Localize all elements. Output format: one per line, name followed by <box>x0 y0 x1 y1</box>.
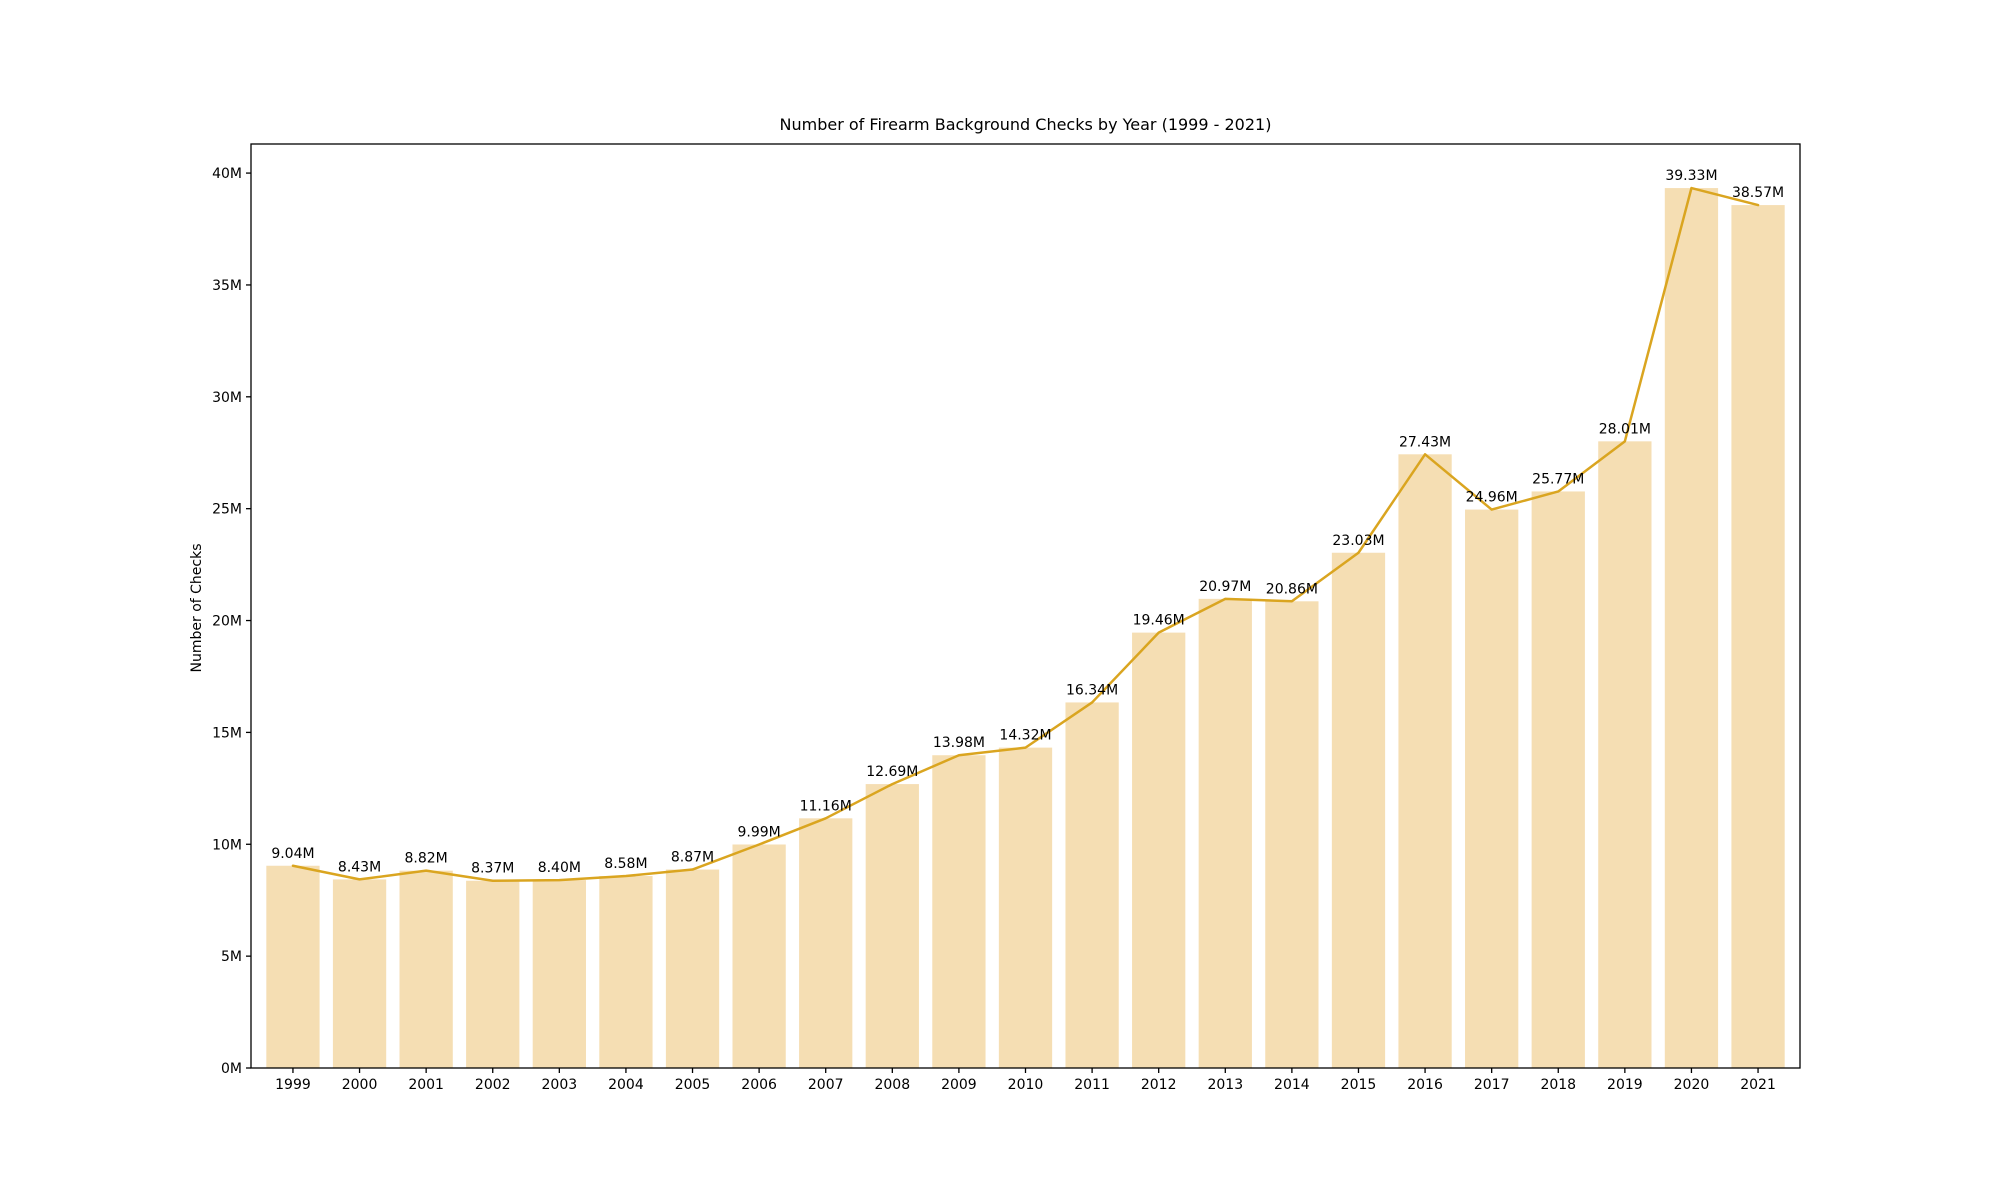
x-tick-label-1999: 1999 <box>275 1077 311 1093</box>
x-tick-label-2013: 2013 <box>1207 1077 1243 1093</box>
value-label-2012: 19.46M <box>1133 613 1185 629</box>
value-label-2008: 12.69M <box>866 764 918 780</box>
bar-2000 <box>332 879 387 1068</box>
value-label-2006: 9.99M <box>737 824 780 840</box>
value-label-2003: 8.40M <box>538 860 581 876</box>
x-tick-label-2007: 2007 <box>808 1077 844 1093</box>
bar-2016 <box>1398 454 1452 1068</box>
y-tick-label-0M: 0M <box>221 1061 242 1077</box>
bar-2011 <box>1065 702 1119 1068</box>
chart-title: Number of Firearm Background Checks by Y… <box>779 115 1272 134</box>
x-tick-label-2009: 2009 <box>941 1077 977 1093</box>
x-tick-label-2018: 2018 <box>1540 1077 1576 1093</box>
bar-2002 <box>466 880 520 1068</box>
bar-2012 <box>1132 632 1186 1068</box>
value-label-2015: 23.03M <box>1332 533 1384 549</box>
value-label-2020: 39.33M <box>1665 168 1717 184</box>
x-tick-label-2000: 2000 <box>342 1077 378 1093</box>
value-label-2019: 28.01M <box>1599 421 1651 437</box>
bar-2014 <box>1265 601 1319 1068</box>
bar-2004 <box>599 876 653 1068</box>
x-tick-label-2011: 2011 <box>1074 1077 1110 1093</box>
bar-2001 <box>399 870 453 1068</box>
x-tick-label-2012: 2012 <box>1141 1077 1177 1093</box>
value-label-2004: 8.58M <box>604 856 647 872</box>
value-label-2021: 38.57M <box>1732 185 1784 201</box>
plot-border <box>250 143 1801 1069</box>
value-label-2001: 8.82M <box>405 851 448 867</box>
x-tick-label-2004: 2004 <box>608 1077 644 1093</box>
value-label-2013: 20.97M <box>1199 579 1251 595</box>
x-tick-label-2015: 2015 <box>1341 1077 1377 1093</box>
x-tick-label-2006: 2006 <box>741 1077 777 1093</box>
trend-line <box>291 186 1760 882</box>
bar-2008 <box>865 784 919 1068</box>
bar-2003 <box>532 880 586 1068</box>
y-tick-label-15M: 15M <box>212 725 242 741</box>
bar-2018 <box>1531 491 1585 1068</box>
value-label-2014: 20.86M <box>1266 581 1318 597</box>
x-tick-label-2001: 2001 <box>408 1077 444 1093</box>
x-tick-label-2008: 2008 <box>874 1077 910 1093</box>
x-tick-label-2010: 2010 <box>1008 1077 1044 1093</box>
value-label-2018: 25.77M <box>1532 471 1584 487</box>
x-tick-label-2003: 2003 <box>542 1077 578 1093</box>
x-tick-label-2005: 2005 <box>675 1077 711 1093</box>
value-label-2016: 27.43M <box>1399 434 1451 450</box>
value-label-2002: 8.37M <box>471 861 514 877</box>
y-tick-label-5M: 5M <box>221 949 242 965</box>
x-tick-label-2014: 2014 <box>1274 1077 1310 1093</box>
bar-2017 <box>1465 509 1519 1068</box>
y-tick-label-25M: 25M <box>212 502 242 518</box>
value-label-2000: 8.43M <box>338 859 381 875</box>
value-label-2009: 13.98M <box>933 735 985 751</box>
value-label-2005: 8.87M <box>671 850 714 866</box>
x-tick-label-2016: 2016 <box>1407 1077 1443 1093</box>
y-tick-label-40M: 40M <box>212 166 242 182</box>
x-tick-label-2017: 2017 <box>1474 1077 1510 1093</box>
x-tick-label-2002: 2002 <box>475 1077 511 1093</box>
bar-2019 <box>1598 441 1652 1069</box>
bar-1999 <box>266 865 320 1068</box>
value-label-1999: 9.04M <box>271 846 314 862</box>
y-tick-label-35M: 35M <box>212 278 242 294</box>
bar-2015 <box>1331 552 1386 1068</box>
x-tick-label-2021: 2021 <box>1740 1077 1776 1093</box>
bar-2007 <box>799 818 853 1068</box>
x-tick-label-2020: 2020 <box>1674 1077 1710 1093</box>
bar-2013 <box>1198 598 1252 1068</box>
value-label-2007: 11.16M <box>800 798 852 814</box>
bar-2009 <box>932 755 986 1068</box>
bar-2005 <box>665 869 720 1068</box>
y-tick-label-10M: 10M <box>212 837 242 853</box>
value-label-2017: 24.96M <box>1466 490 1518 506</box>
x-tick-label-2019: 2019 <box>1607 1077 1643 1093</box>
y-tick-label-20M: 20M <box>212 614 242 630</box>
value-label-2010: 14.32M <box>999 728 1051 744</box>
y-tick-label-30M: 30M <box>212 390 242 406</box>
bar-2006 <box>732 844 786 1068</box>
value-label-2011: 16.34M <box>1066 682 1118 698</box>
bar-2021 <box>1731 205 1785 1068</box>
bar-2010 <box>998 747 1053 1068</box>
bar-2020 <box>1664 188 1719 1068</box>
